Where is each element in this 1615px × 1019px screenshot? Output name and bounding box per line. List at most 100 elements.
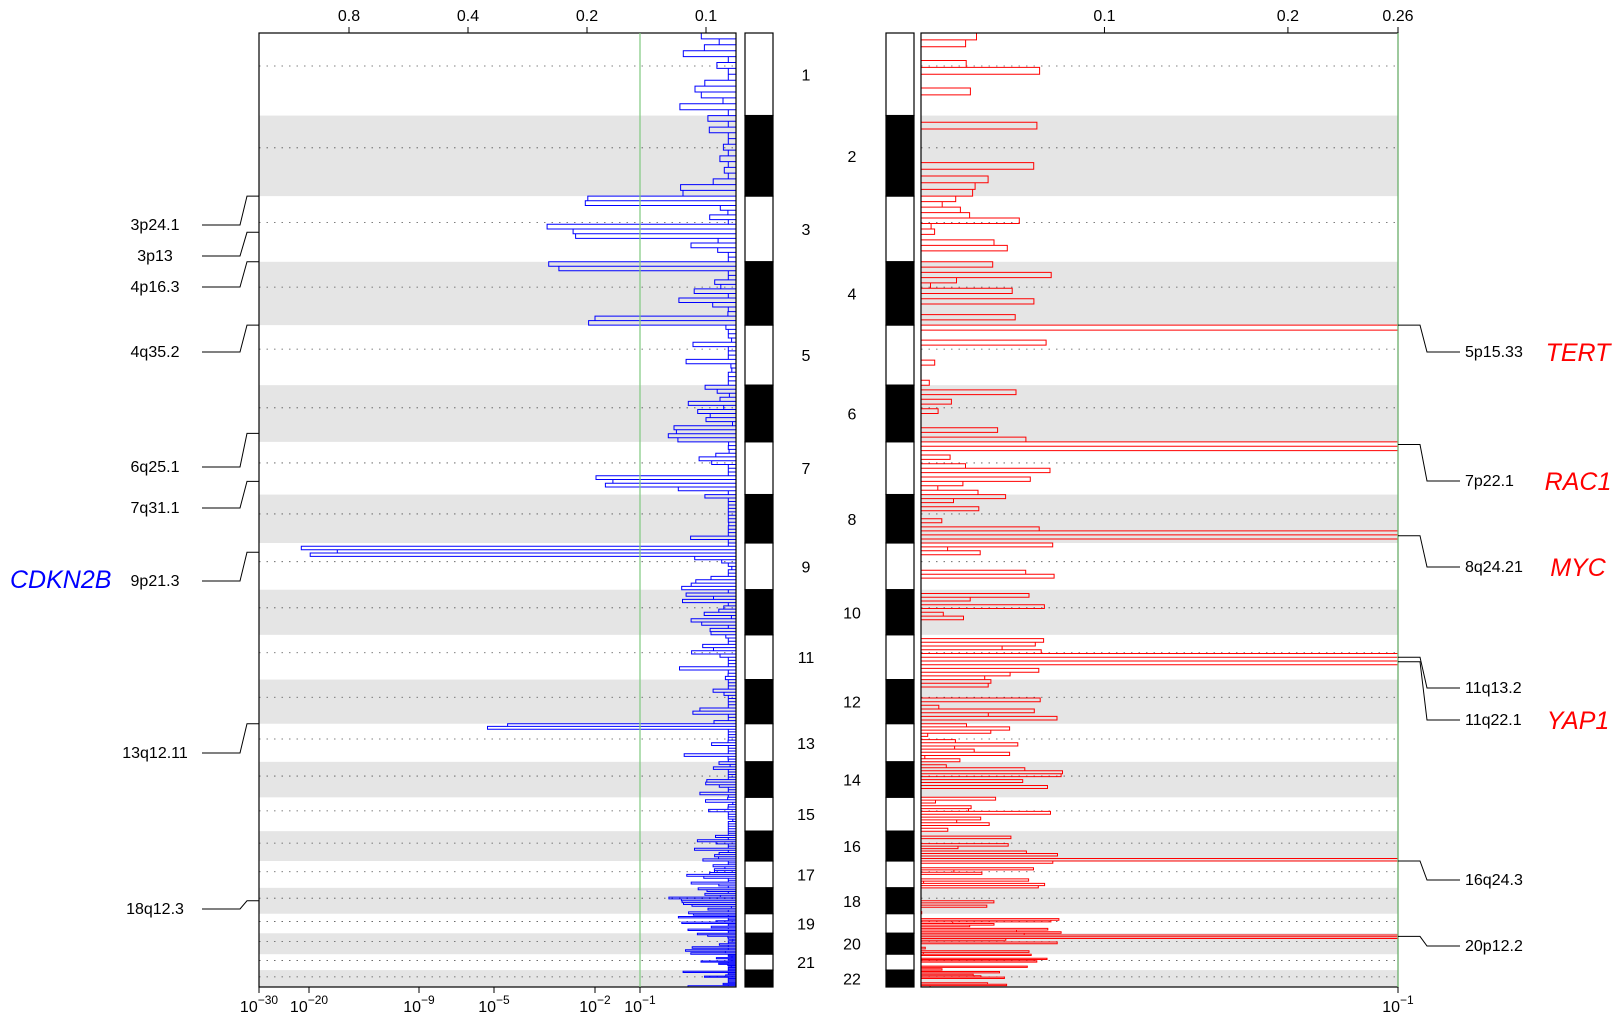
amp-peak-leader-20p12.2	[1398, 935, 1460, 947]
ideogram-left-chr-5	[744, 324, 774, 386]
ideogram-left-chr-18	[744, 887, 774, 915]
chr-label-1: 1	[802, 67, 811, 84]
bottom-tick-label-left-3: 10−5	[478, 993, 510, 1016]
chr-label-3: 3	[802, 222, 811, 239]
ideogram-left-chr-6	[744, 384, 774, 443]
tick-exponent: −20	[308, 993, 329, 1007]
del-peak-label-13q12.11: 13q12.11	[122, 745, 188, 762]
del-peak-leader-3p24.1	[202, 195, 259, 226]
chr-label-14: 14	[843, 773, 861, 790]
ideogram-left-chr-21	[744, 953, 774, 971]
amp-peak-leader-7p22.1	[1398, 444, 1460, 482]
deletion-series	[300, 32, 736, 988]
ideogram-left-chr-4	[744, 261, 774, 326]
band-right-chr-2	[921, 115, 1398, 197]
ideogram-left-chr-14	[744, 761, 774, 798]
chr-label-22: 22	[843, 972, 861, 989]
tick-base: 10	[240, 999, 258, 1016]
chr-label-16: 16	[843, 839, 861, 856]
del-peak-label-4q35.2: 4q35.2	[131, 344, 180, 361]
del-peak-leader-3p13	[202, 231, 259, 257]
chr-label-21: 21	[797, 955, 815, 972]
band-left-chr-18	[259, 887, 736, 914]
ideogram-right-chr-15	[885, 796, 915, 832]
amp-peak-leader-11q13.2	[1398, 656, 1460, 689]
ideogram-left-chr-16	[744, 830, 774, 862]
gene-label-yap1: YAP1	[1547, 707, 1610, 735]
amp-peak-leader-16q24.3	[1398, 860, 1460, 881]
ideogram-right-chr-14	[885, 761, 915, 798]
tick-exponent: −1	[1400, 993, 1414, 1007]
gene-label-rac1: RAC1	[1545, 468, 1612, 496]
ideogram-right-chr-8	[885, 493, 915, 544]
ideogram-left-chr-9	[744, 542, 774, 591]
amp-peak-label-7p22.1: 7p22.1	[1465, 473, 1514, 490]
ideogram-left-chr-10	[744, 589, 774, 636]
ideogram-right-chr-6	[885, 384, 915, 443]
amp-peak-label-16q24.3: 16q24.3	[1465, 872, 1523, 889]
chr-label-18: 18	[843, 894, 861, 911]
ideogram-right-chr-11	[885, 634, 915, 681]
tick-exponent: −1	[642, 993, 656, 1007]
centromere-lines	[259, 65, 1398, 978]
band-left-chr-16	[259, 831, 736, 861]
chr-label-6: 6	[848, 407, 857, 424]
top-tick-label-left-1: 0.4	[457, 8, 479, 25]
tick-exponent: −9	[421, 993, 435, 1007]
chr-label-19: 19	[797, 916, 815, 933]
tick-base: 10	[290, 999, 308, 1016]
top-tick-label-left-3: 0.1	[695, 8, 717, 25]
top-tick-label-right-2: 0.26	[1382, 8, 1413, 25]
band-right-chr-8	[921, 494, 1398, 543]
top-tick-label-left-2: 0.2	[576, 8, 598, 25]
tick-exponent: −30	[258, 993, 279, 1007]
ideogram-left-chr-2	[744, 114, 774, 197]
ideogram-left-chr-1	[744, 32, 774, 117]
chr-label-12: 12	[843, 695, 861, 712]
deletion-step-line	[300, 32, 736, 988]
del-peak-leader-9p21.3	[202, 551, 259, 582]
band-right-chr-18	[921, 887, 1398, 914]
amp-peak-leader-11q22.1	[1398, 661, 1460, 721]
tick-base: 10	[579, 999, 597, 1016]
bottom-tick-label-right-0: 10−1	[1382, 993, 1414, 1016]
band-left-chr-12	[259, 679, 736, 724]
tick-exponent: −2	[597, 993, 611, 1007]
ideogram-right-chr-18	[885, 887, 915, 915]
band-right-chr-10	[921, 589, 1398, 635]
ideogram-left-chr-11	[744, 634, 774, 681]
ideogram-left-chr-12	[744, 679, 774, 725]
ideogram-right-chr-19	[885, 913, 915, 934]
del-peak-label-4p16.3: 4p16.3	[131, 279, 180, 296]
del-peak-label-3p13: 3p13	[137, 248, 173, 265]
ideogram-right-chr-10	[885, 589, 915, 636]
ideogram-right-chr-3	[885, 195, 915, 263]
ideogram-left-chr-17	[744, 860, 774, 889]
gene-label-tert: TERT	[1546, 339, 1613, 367]
chr-label-2: 2	[848, 149, 857, 166]
tick-exponent: −5	[496, 993, 510, 1007]
band-left-chr-4	[259, 261, 736, 326]
amp-peak-label-5p15.33: 5p15.33	[1465, 344, 1523, 361]
ideogram-right-chr-5	[885, 324, 915, 386]
del-peak-label-3p24.1: 3p24.1	[131, 217, 180, 234]
chr-label-13: 13	[797, 736, 815, 753]
bottom-tick-label-left-2: 10−9	[403, 993, 435, 1016]
chromosome-bands	[259, 115, 1398, 987]
ideogram-left-chr-15	[744, 796, 774, 832]
ideogram-left-chr-7	[744, 441, 774, 496]
chr-label-15: 15	[797, 807, 815, 824]
del-peak-label-7q31.1: 7q31.1	[131, 500, 180, 517]
del-peak-leader-4q35.2	[202, 324, 259, 353]
del-peak-leader-7q31.1	[202, 480, 259, 509]
ideogram-right-chr-13	[885, 723, 915, 763]
chr-label-10: 10	[843, 605, 861, 622]
peak-labels: 3p24.1 3p13 4p16.3 4q35.2 6q25.1 7q31.1 9p21.3…	[10, 195, 1613, 955]
left-panel-frame	[258, 32, 737, 988]
band-left-chr-8	[259, 494, 736, 543]
band-left-chr-22	[259, 970, 736, 987]
del-peak-leader-18q12.3	[202, 900, 259, 910]
ideogram-left-chr-20	[744, 932, 774, 955]
